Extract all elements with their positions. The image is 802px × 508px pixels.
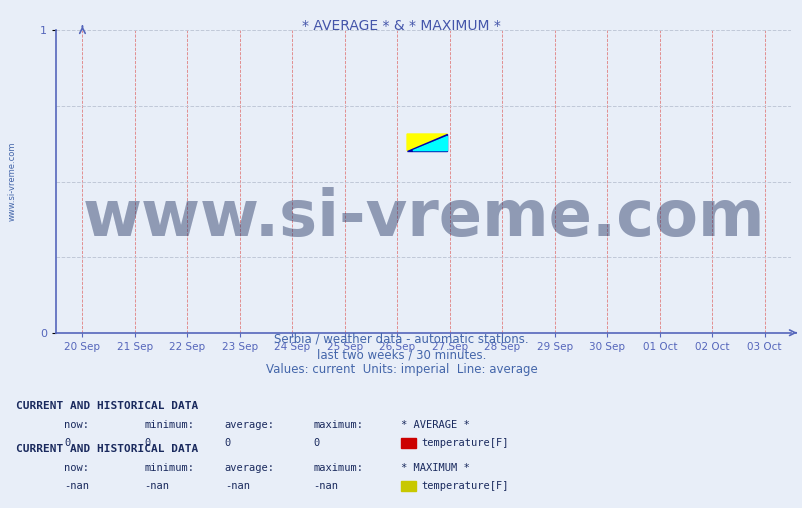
Text: www.si-vreme.com: www.si-vreme.com bbox=[83, 187, 764, 249]
Text: * MAXIMUM *: * MAXIMUM * bbox=[401, 463, 470, 473]
Text: temperature[F]: temperature[F] bbox=[421, 437, 508, 448]
Text: CURRENT AND HISTORICAL DATA: CURRENT AND HISTORICAL DATA bbox=[16, 401, 198, 411]
Text: Serbia / weather data - automatic stations.: Serbia / weather data - automatic statio… bbox=[273, 333, 529, 346]
Text: now:: now: bbox=[64, 420, 89, 430]
Text: average:: average: bbox=[225, 420, 274, 430]
Polygon shape bbox=[407, 134, 447, 151]
Text: -nan: -nan bbox=[225, 481, 249, 491]
Text: -nan: -nan bbox=[64, 481, 89, 491]
Polygon shape bbox=[412, 137, 447, 151]
Text: minimum:: minimum: bbox=[144, 463, 194, 473]
Text: Values: current  Units: imperial  Line: average: Values: current Units: imperial Line: av… bbox=[265, 363, 537, 376]
Text: 0: 0 bbox=[313, 437, 319, 448]
Text: * AVERAGE * & * MAXIMUM *: * AVERAGE * & * MAXIMUM * bbox=[302, 19, 500, 34]
Text: now:: now: bbox=[64, 463, 89, 473]
Text: maximum:: maximum: bbox=[313, 463, 363, 473]
Text: CURRENT AND HISTORICAL DATA: CURRENT AND HISTORICAL DATA bbox=[16, 444, 198, 454]
Text: average:: average: bbox=[225, 463, 274, 473]
Polygon shape bbox=[407, 134, 447, 151]
Text: * AVERAGE *: * AVERAGE * bbox=[401, 420, 470, 430]
Text: www.si-vreme.com: www.si-vreme.com bbox=[7, 142, 17, 221]
Text: temperature[F]: temperature[F] bbox=[421, 481, 508, 491]
Text: 0: 0 bbox=[64, 437, 71, 448]
Text: maximum:: maximum: bbox=[313, 420, 363, 430]
Text: www.si-vreme.com: www.si-vreme.com bbox=[83, 187, 764, 249]
Text: 0: 0 bbox=[144, 437, 151, 448]
Text: last two weeks / 30 minutes.: last two weeks / 30 minutes. bbox=[317, 348, 485, 361]
Text: 0: 0 bbox=[225, 437, 231, 448]
Text: -nan: -nan bbox=[313, 481, 338, 491]
Text: minimum:: minimum: bbox=[144, 420, 194, 430]
Text: -nan: -nan bbox=[144, 481, 169, 491]
